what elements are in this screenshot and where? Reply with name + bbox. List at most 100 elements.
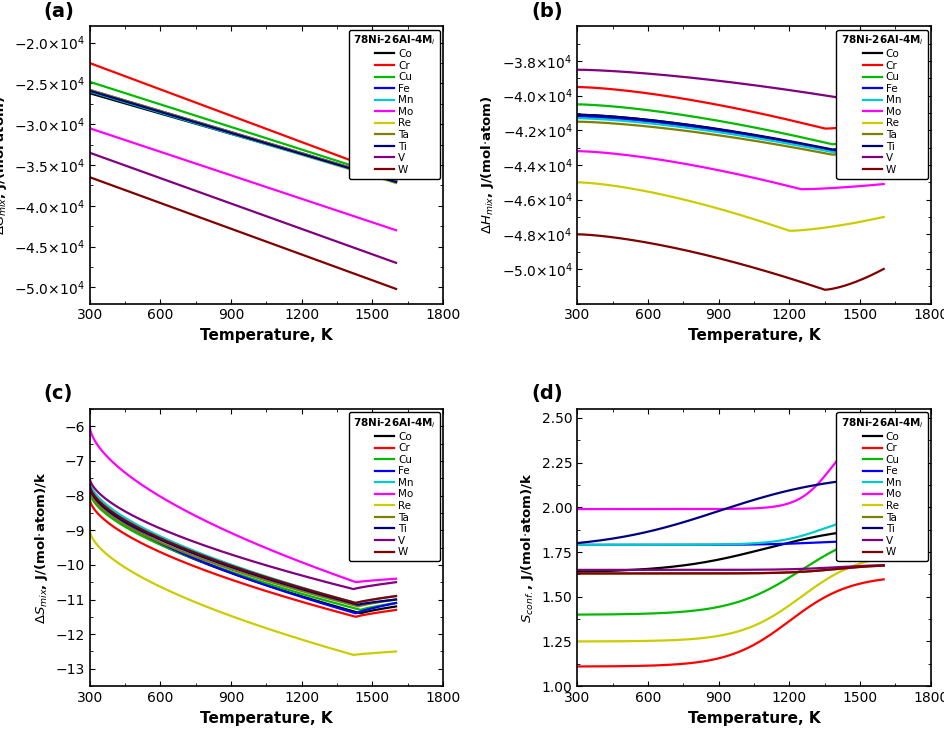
Line: Cr: Cr <box>90 63 396 177</box>
Re <box>571 637 582 646</box>
W <box>84 480 95 489</box>
W <box>869 562 881 571</box>
Ta <box>822 566 834 575</box>
Cr <box>822 591 834 600</box>
Ta <box>753 137 765 146</box>
Fe <box>266 139 278 149</box>
Fe <box>229 570 241 579</box>
Ti <box>84 483 95 492</box>
Co <box>229 130 241 139</box>
V <box>266 562 278 572</box>
Mn <box>736 131 748 140</box>
Re <box>716 630 728 639</box>
Re <box>266 141 278 150</box>
Ta <box>266 578 278 587</box>
Mn <box>266 142 278 151</box>
Fe <box>736 540 748 549</box>
Cu <box>571 610 582 619</box>
Mo <box>870 180 882 189</box>
Re <box>266 626 278 635</box>
Cu <box>877 134 888 143</box>
Text: (a): (a) <box>43 2 75 21</box>
Co <box>266 141 278 150</box>
V <box>869 561 881 570</box>
Line: Mo: Mo <box>577 151 883 189</box>
Ti <box>335 596 346 605</box>
Fe <box>382 175 394 184</box>
Line: Fe: Fe <box>90 90 396 181</box>
W <box>231 226 243 235</box>
V <box>249 208 261 217</box>
Mn <box>753 538 765 547</box>
Ta <box>335 597 346 606</box>
Fe <box>350 608 362 618</box>
Fe <box>84 480 95 489</box>
Fe <box>831 146 842 155</box>
Line: Re: Re <box>577 558 883 642</box>
Mo <box>822 184 834 193</box>
Co <box>716 554 728 563</box>
Line: Cr: Cr <box>577 579 883 667</box>
Mn <box>231 562 243 572</box>
Cr <box>382 170 394 179</box>
Line: Co: Co <box>577 115 883 151</box>
Re <box>784 226 795 235</box>
Cr <box>335 608 346 618</box>
Cu <box>753 124 765 133</box>
Mo <box>249 539 261 548</box>
Line: Mn: Mn <box>90 92 396 183</box>
Line: Re: Re <box>90 530 396 655</box>
Re <box>84 526 95 535</box>
Cr <box>877 575 888 584</box>
Ta <box>249 573 261 582</box>
W <box>718 256 730 265</box>
Line: Cu: Cu <box>577 533 883 615</box>
Fe <box>390 599 401 608</box>
Cr <box>716 653 728 662</box>
Line: Mn: Mn <box>577 514 883 545</box>
V <box>736 566 748 575</box>
Text: (b): (b) <box>531 2 563 21</box>
Ta <box>229 566 241 575</box>
Fe <box>877 535 888 544</box>
Mo <box>249 179 261 188</box>
Ta <box>231 567 243 576</box>
Mo <box>795 185 806 194</box>
W <box>350 599 362 608</box>
Mn <box>822 523 834 532</box>
Mn <box>736 539 748 548</box>
Mo <box>571 146 582 155</box>
W <box>716 569 728 578</box>
Ti <box>877 142 888 151</box>
Cu <box>382 173 394 182</box>
Mn <box>335 594 346 603</box>
Re <box>718 206 730 215</box>
Mo <box>390 575 401 584</box>
Cr <box>870 118 882 127</box>
Cr <box>869 576 881 585</box>
Ti <box>382 176 394 185</box>
Line: Ta: Ta <box>90 90 396 181</box>
Line: Cr: Cr <box>577 87 883 129</box>
Mo <box>229 530 241 539</box>
Cr <box>84 59 95 68</box>
Mo <box>383 575 395 584</box>
Co <box>335 161 346 170</box>
X-axis label: Temperature, K: Temperature, K <box>200 710 332 725</box>
Co <box>571 567 582 576</box>
Ti <box>266 141 278 150</box>
Line: V: V <box>577 69 883 100</box>
Fe <box>822 145 834 154</box>
Mo <box>753 504 765 513</box>
Re <box>822 574 834 583</box>
Cu <box>249 575 261 584</box>
Mn <box>571 541 582 550</box>
Ta <box>877 561 888 570</box>
Re <box>571 178 582 187</box>
Ti <box>753 131 765 140</box>
Ti <box>736 128 748 137</box>
Cu <box>390 599 401 608</box>
Line: Ti: Ti <box>90 90 396 182</box>
Mo <box>877 424 888 433</box>
Text: (d): (d) <box>531 385 563 403</box>
